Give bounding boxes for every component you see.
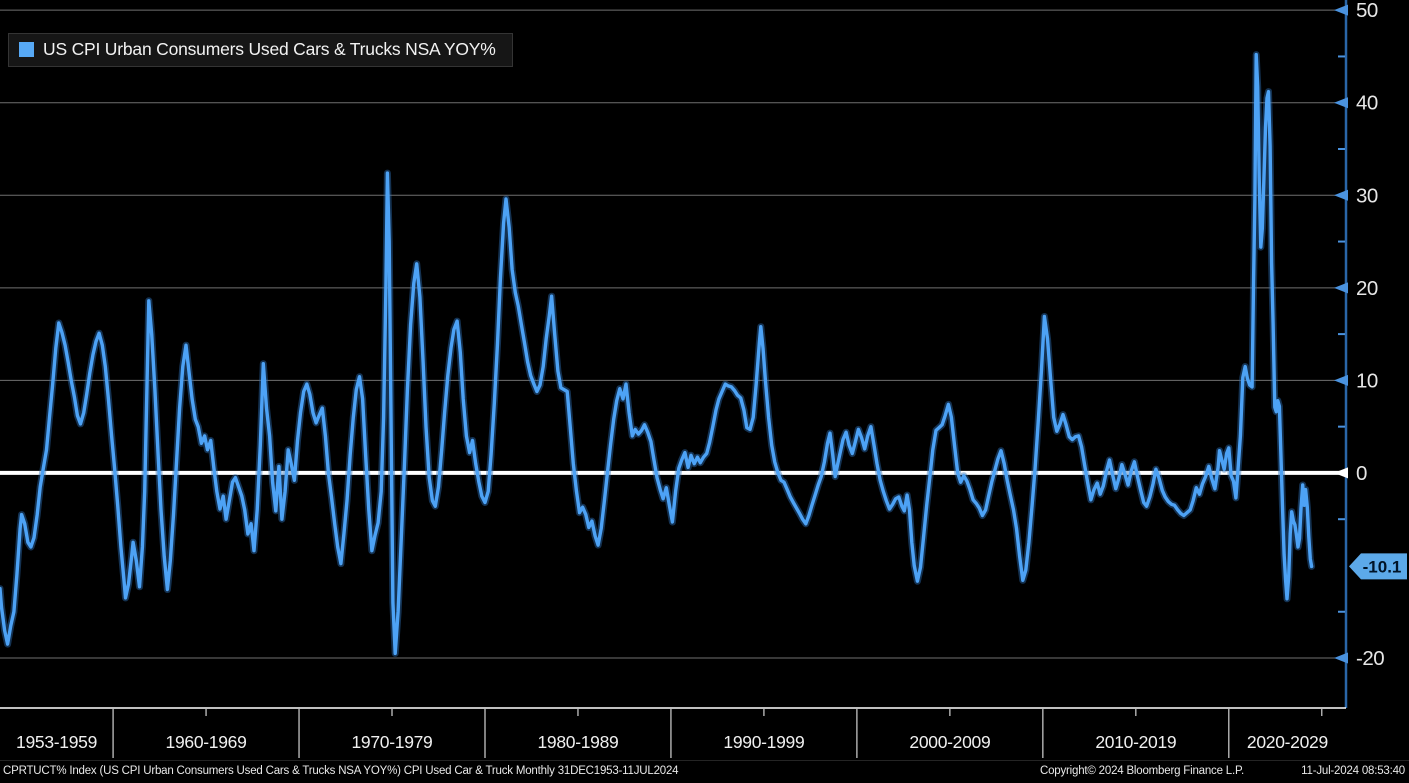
y-tick-label-40: 40 — [1356, 92, 1378, 115]
x-section-label-2020-2029: 2020-2029 — [1247, 732, 1328, 752]
series-line — [0, 52, 1314, 656]
x-section-label-1970-1979: 1970-1979 — [352, 732, 433, 752]
x-section-label-2000-2009: 2000-2009 — [909, 732, 990, 752]
last-value-badge-label: -10.1 — [1363, 557, 1402, 576]
x-section-label-1990-1999: 1990-1999 — [723, 732, 804, 752]
y-tick-arrow-0 — [1334, 467, 1348, 479]
x-section-label-1953-1959: 1953-1959 — [16, 732, 97, 752]
chart-legend[interactable]: US CPI Urban Consumers Used Cars & Truck… — [8, 33, 513, 67]
copyright-text: Copyright© 2024 Bloomberg Finance L.P. — [1040, 765, 1244, 777]
y-tick-label-50: 50 — [1356, 0, 1378, 22]
y-tick-arrow-40 — [1334, 97, 1348, 109]
last-value-badge — [1349, 553, 1407, 580]
y-tick-arrow-10 — [1334, 374, 1348, 386]
y-tick-arrow-30 — [1334, 189, 1348, 201]
x-section-label-1980-1989: 1980-1989 — [537, 732, 618, 752]
y-tick-arrow--20 — [1334, 652, 1348, 664]
y-tick-label-10: 10 — [1356, 369, 1378, 392]
y-tick-label-20: 20 — [1356, 277, 1378, 300]
y-tick-arrow-50 — [1334, 4, 1348, 16]
x-section-label-2010-2019: 2010-2019 — [1095, 732, 1176, 752]
y-tick-label-30: 30 — [1356, 184, 1378, 207]
y-tick-arrow-20 — [1334, 282, 1348, 294]
y-tick-label--20: -20 — [1356, 647, 1384, 670]
series-swatch-icon — [19, 42, 34, 57]
status-bar: CPRTUCT% Index (US CPI Urban Consumers U… — [0, 760, 1409, 783]
plot-area[interactable] — [0, 0, 1346, 708]
ticker-description: CPRTUCT% Index (US CPI Urban Consumers U… — [3, 765, 679, 777]
series-legend-label: US CPI Urban Consumers Used Cars & Truck… — [43, 39, 496, 59]
timestamp-text: 11-Jul-2024 08:53:40 — [1301, 765, 1405, 777]
x-section-label-1960-1969: 1960-1969 — [166, 732, 247, 752]
y-tick-label-0: 0 — [1356, 462, 1367, 485]
